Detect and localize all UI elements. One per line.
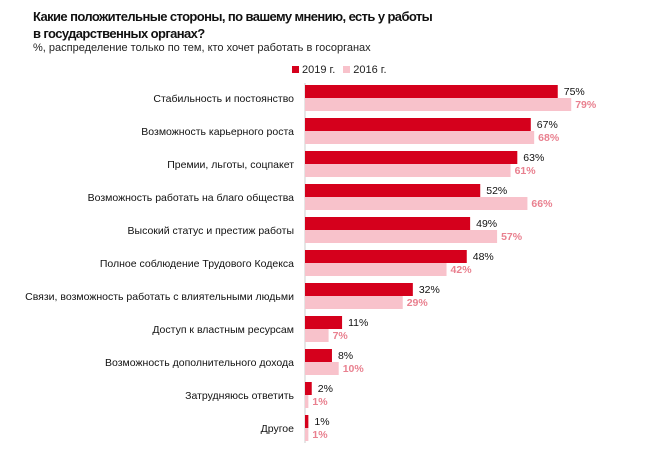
legend-swatch: [343, 66, 351, 73]
bar-2016 г.: [305, 296, 403, 309]
bar-2019 г.: [305, 382, 312, 395]
bar-2016 г.: [305, 98, 572, 111]
category-label: Связи, возможность работать с влиятельны…: [25, 291, 294, 303]
bar-2016 г.: [305, 263, 447, 276]
data-label: 57%: [501, 231, 523, 243]
legend: 2019 г. 2016 г.: [292, 64, 387, 76]
data-label: 1%: [312, 396, 328, 408]
category-label: Затрудняюсь ответить: [185, 390, 294, 402]
data-label: 63%: [523, 152, 544, 164]
bar-2019 г.: [305, 250, 467, 263]
data-label: 49%: [476, 218, 497, 230]
bar-2019 г.: [305, 85, 558, 98]
bar-2019 г.: [305, 217, 471, 230]
legend-swatch: [292, 66, 299, 73]
data-label: 1%: [312, 429, 328, 441]
bar-2016 г.: [305, 428, 309, 441]
data-label: 10%: [343, 363, 365, 375]
chart-title: Какие положительные стороны, по вашему м…: [33, 9, 433, 41]
category-label: Стабильность и постоянство: [153, 93, 294, 105]
legend-item-2016: 2016 г.: [343, 64, 387, 76]
data-label: 75%: [564, 86, 585, 98]
bar-2016 г.: [305, 164, 511, 177]
category-label: Возможность карьерного роста: [141, 126, 294, 138]
category-label: Полное соблюдение Трудового Кодекса: [100, 258, 294, 270]
data-label: 68%: [538, 132, 560, 144]
data-label: 2%: [318, 383, 333, 395]
data-label: 79%: [575, 99, 597, 111]
data-label: 52%: [486, 185, 507, 197]
legend-item-2019: 2019 г.: [292, 64, 335, 76]
chart-subtitle: %, распределение только по тем, кто хоче…: [33, 42, 371, 54]
legend-label: 2019 г.: [302, 64, 336, 76]
data-label: 42%: [451, 264, 473, 276]
data-label: 7%: [333, 330, 349, 342]
data-label: 29%: [407, 297, 429, 309]
bar-2019 г.: [305, 184, 481, 197]
data-label: 11%: [348, 317, 368, 329]
bar-2016 г.: [305, 329, 329, 342]
data-label: 1%: [314, 416, 329, 428]
bar-2016 г.: [305, 197, 528, 210]
data-label: 32%: [419, 284, 440, 296]
bar-2016 г.: [305, 362, 339, 375]
category-label: Возможность дополнительного дохода: [105, 357, 294, 369]
data-label: 61%: [515, 165, 537, 177]
data-label: 66%: [531, 198, 553, 210]
bar-2019 г.: [305, 316, 343, 329]
bar-2016 г.: [305, 395, 309, 408]
data-label: 48%: [473, 251, 494, 263]
bar-2019 г.: [305, 349, 332, 362]
category-label: Возможность работать на благо общества: [88, 192, 295, 204]
category-label: Высокий статус и престиж работы: [128, 225, 294, 237]
bar-2019 г.: [305, 283, 413, 296]
data-label: 67%: [537, 119, 558, 131]
category-label: Другое: [261, 423, 295, 435]
bar-2019 г.: [305, 415, 309, 428]
bar-2019 г.: [305, 118, 531, 131]
category-label: Премии, льготы, соцпакет: [167, 159, 294, 171]
category-label: Доступ к властным ресурсам: [152, 324, 294, 336]
bar-2016 г.: [305, 131, 535, 144]
bar-2019 г.: [305, 151, 518, 164]
data-label: 8%: [338, 350, 353, 362]
legend-label: 2016 г.: [353, 64, 387, 76]
bar-2016 г.: [305, 230, 498, 243]
